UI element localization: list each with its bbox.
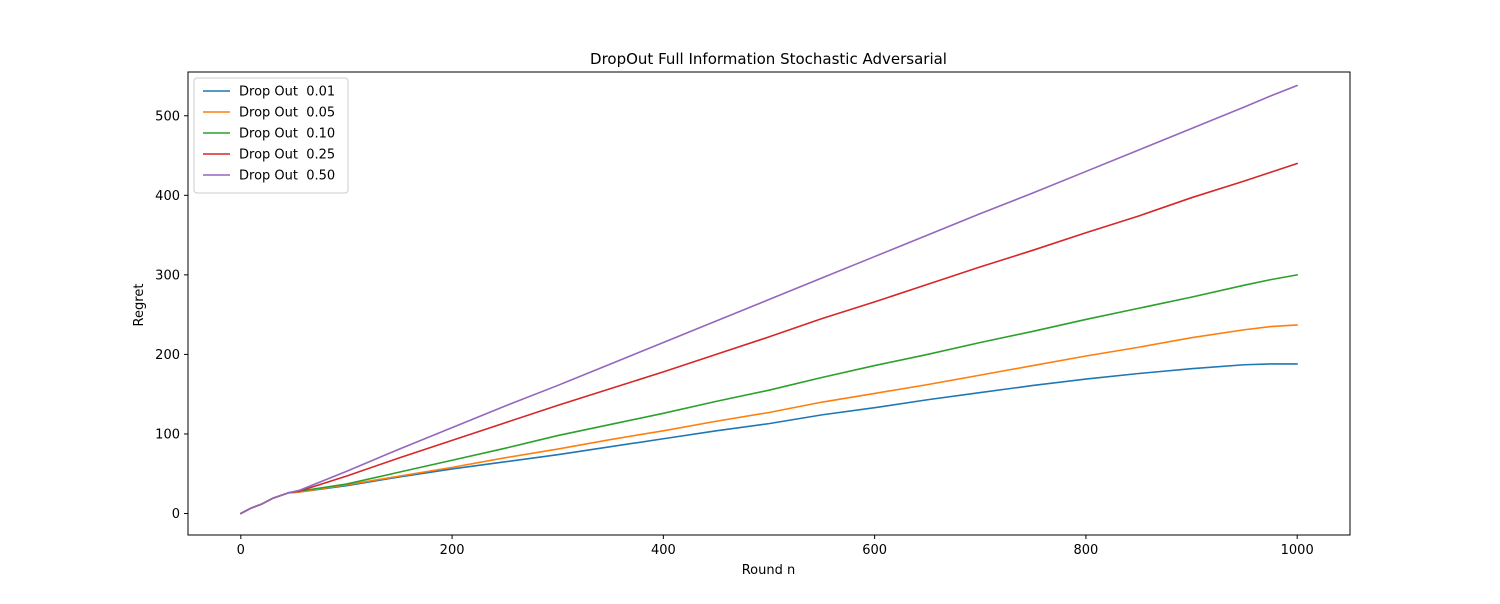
x-tick-label-800: 800 — [1073, 543, 1098, 558]
axes-frame — [187, 71, 1351, 536]
x-tick-label-200: 200 — [440, 543, 465, 558]
x-tick-label-400: 400 — [651, 543, 676, 558]
legend-label-0: Drop Out 0.01 — [239, 85, 335, 100]
series-line-1 — [240, 324, 1298, 515]
y-tick-label-500: 500 — [155, 109, 180, 124]
y-tick-label-0: 0 — [172, 507, 180, 522]
plot-area — [240, 84, 1298, 515]
legend-box — [193, 77, 349, 194]
y-tick-label-100: 100 — [155, 427, 180, 442]
legend-label-4: Drop Out 0.50 — [239, 169, 335, 184]
legend: Drop Out 0.01 Drop Out 0.05 Drop Out 0.10 D… — [193, 77, 349, 194]
series-line-3 — [240, 162, 1298, 515]
legend-label-1: Drop Out 0.05 — [239, 106, 335, 121]
axes: 0 200 400 600 800 1000 0 100 200 300 400 500 — [155, 71, 1351, 558]
series-line-0 — [240, 363, 1298, 515]
chart-title: DropOut Full Information Stochastic Adve… — [590, 50, 947, 68]
legend-label-3: Drop Out 0.25 — [239, 148, 335, 163]
x-tick-label-0: 0 — [237, 543, 245, 558]
series-line-4 — [240, 84, 1298, 515]
legend-label-2: Drop Out 0.10 — [239, 127, 335, 142]
y-axis-label: Regret — [132, 284, 147, 327]
x-tick-label-1000: 1000 — [1281, 543, 1314, 558]
y-tick-label-400: 400 — [155, 189, 180, 204]
y-tick-label-300: 300 — [155, 268, 180, 283]
y-tick-label-200: 200 — [155, 348, 180, 363]
x-axis-label: Round n — [742, 563, 796, 578]
x-tick-label-600: 600 — [862, 543, 887, 558]
